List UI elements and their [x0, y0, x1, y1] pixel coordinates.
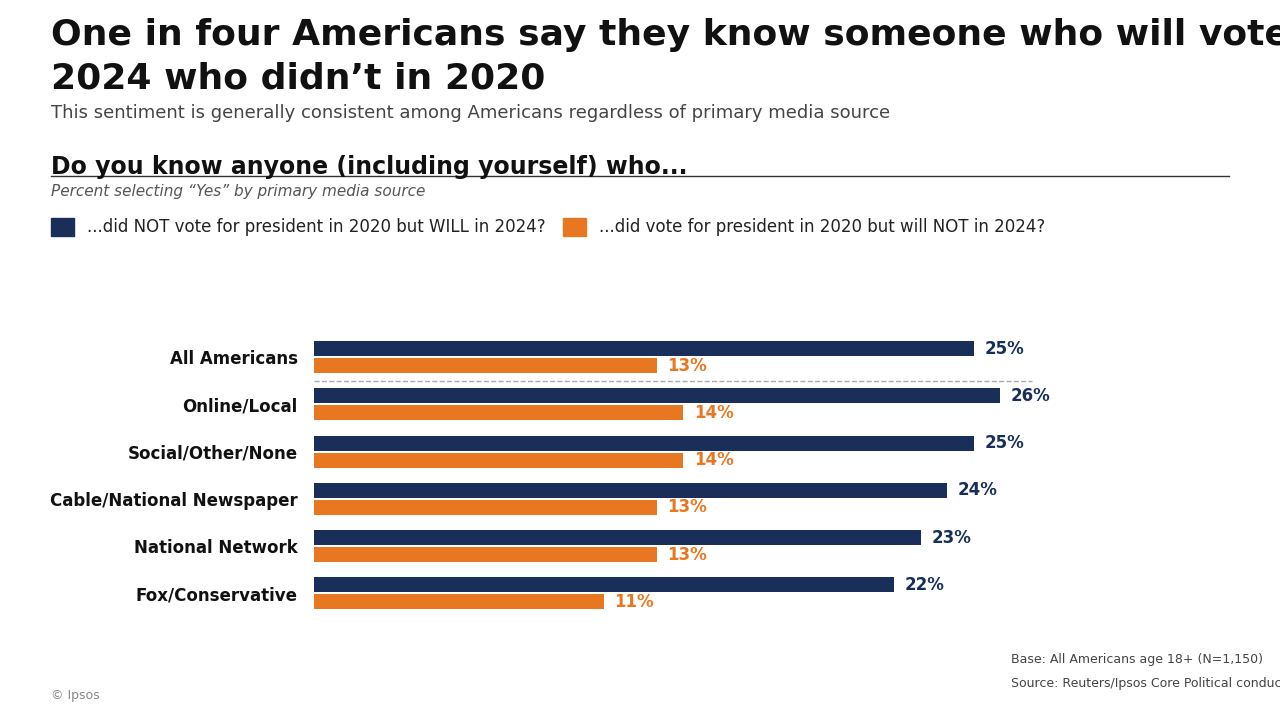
- Text: 24%: 24%: [957, 481, 997, 500]
- Text: 13%: 13%: [667, 356, 707, 374]
- Bar: [314, 388, 1000, 403]
- Text: 14%: 14%: [694, 404, 733, 422]
- Text: ...did NOT vote for president in 2020 but WILL in 2024?: ...did NOT vote for president in 2020 bu…: [87, 217, 545, 235]
- Text: Base: All Americans age 18+ (N=1,150): Base: All Americans age 18+ (N=1,150): [1011, 653, 1263, 666]
- Text: 14%: 14%: [694, 451, 733, 469]
- Text: 13%: 13%: [667, 546, 707, 564]
- Text: Source: Reuters/Ipsos Core Political conducted October 25-27, 2024: Source: Reuters/Ipsos Core Political con…: [1011, 677, 1280, 690]
- Text: 11%: 11%: [614, 593, 654, 611]
- Bar: [314, 500, 657, 515]
- Text: 22%: 22%: [905, 576, 945, 594]
- Bar: [314, 594, 604, 609]
- Bar: [314, 358, 657, 373]
- Bar: [314, 405, 684, 420]
- Bar: [314, 530, 920, 545]
- Text: 13%: 13%: [667, 498, 707, 516]
- Text: 2024 who didn’t in 2020: 2024 who didn’t in 2020: [51, 61, 545, 95]
- Text: 26%: 26%: [1011, 387, 1051, 405]
- Text: Ipsos: Ipsos: [1190, 670, 1231, 684]
- Text: Do you know anyone (including yourself) who...: Do you know anyone (including yourself) …: [51, 155, 687, 179]
- Text: ...did vote for president in 2020 but will NOT in 2024?: ...did vote for president in 2020 but wi…: [599, 217, 1046, 235]
- Text: One in four Americans say they know someone who will vote for president in: One in four Americans say they know some…: [51, 18, 1280, 52]
- Text: Percent selecting “Yes” by primary media source: Percent selecting “Yes” by primary media…: [51, 184, 425, 199]
- Bar: [314, 436, 974, 451]
- Bar: [314, 577, 895, 593]
- Text: 25%: 25%: [984, 434, 1024, 452]
- Bar: [314, 452, 684, 468]
- Text: 25%: 25%: [984, 340, 1024, 358]
- Text: This sentiment is generally consistent among Americans regardless of primary med: This sentiment is generally consistent a…: [51, 104, 891, 122]
- Bar: [314, 547, 657, 562]
- Text: © Ipsos: © Ipsos: [51, 689, 100, 702]
- Bar: [314, 482, 947, 498]
- Text: 23%: 23%: [932, 528, 972, 546]
- Bar: [314, 341, 974, 356]
